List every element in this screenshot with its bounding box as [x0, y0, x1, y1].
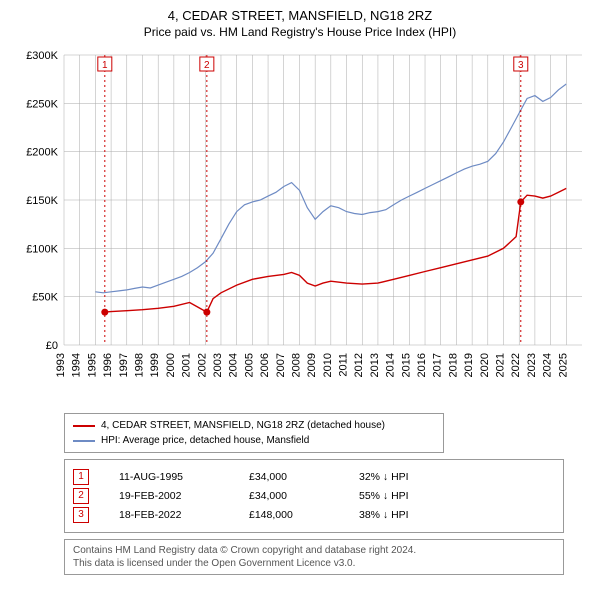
price-chart: £0£50K£100K£150K£200K£250K£300K199319941… — [12, 45, 588, 405]
transaction-date: 11-AUG-1995 — [119, 471, 219, 483]
transaction-table: 1 11-AUG-1995 £34,000 32% ↓ HPI 2 19-FEB-2002… — [64, 459, 564, 533]
svg-text:2025: 2025 — [557, 353, 569, 377]
svg-text:£300K: £300K — [26, 50, 58, 62]
svg-text:2023: 2023 — [526, 353, 538, 377]
svg-text:1999: 1999 — [149, 353, 161, 377]
svg-text:£50K: £50K — [32, 292, 58, 304]
svg-text:1997: 1997 — [118, 353, 130, 377]
svg-text:2017: 2017 — [432, 353, 444, 377]
transaction-row: 1 11-AUG-1995 £34,000 32% ↓ HPI — [73, 469, 555, 485]
transaction-row: 2 19-FEB-2002 £34,000 55% ↓ HPI — [73, 488, 555, 504]
svg-text:2009: 2009 — [306, 353, 318, 377]
transaction-price: £148,000 — [249, 509, 329, 521]
chart-title: 4, CEDAR STREET, MANSFIELD, NG18 2RZ — [12, 8, 588, 23]
transaction-marker-badge: 2 — [73, 488, 89, 504]
svg-text:2008: 2008 — [290, 353, 302, 377]
svg-text:2019: 2019 — [463, 353, 475, 377]
svg-text:3: 3 — [518, 60, 524, 71]
transaction-hpi: 38% ↓ HPI — [359, 509, 449, 521]
transaction-hpi: 32% ↓ HPI — [359, 471, 449, 483]
transaction-date: 18-FEB-2022 — [119, 509, 219, 521]
svg-text:1996: 1996 — [102, 353, 114, 377]
transaction-marker-badge: 3 — [73, 507, 89, 523]
svg-text:2011: 2011 — [338, 353, 350, 377]
svg-text:2016: 2016 — [416, 353, 428, 377]
svg-text:2014: 2014 — [385, 353, 397, 377]
svg-text:£0: £0 — [46, 340, 58, 352]
license-line: This data is licensed under the Open Gov… — [73, 557, 555, 570]
svg-text:2006: 2006 — [259, 353, 271, 377]
legend-label: HPI: Average price, detached house, Mans… — [101, 433, 309, 448]
legend-item: 4, CEDAR STREET, MANSFIELD, NG18 2RZ (de… — [73, 418, 435, 433]
svg-text:2001: 2001 — [181, 353, 193, 377]
license-text: Contains HM Land Registry data © Crown c… — [64, 539, 564, 575]
svg-text:1998: 1998 — [133, 353, 145, 377]
svg-text:2000: 2000 — [165, 353, 177, 377]
svg-text:2024: 2024 — [542, 353, 554, 377]
svg-text:2022: 2022 — [510, 353, 522, 377]
svg-text:£250K: £250K — [26, 98, 58, 110]
svg-text:2021: 2021 — [495, 353, 507, 377]
legend: 4, CEDAR STREET, MANSFIELD, NG18 2RZ (de… — [64, 413, 444, 453]
svg-text:2: 2 — [204, 60, 210, 71]
transaction-price: £34,000 — [249, 490, 329, 502]
svg-text:£200K: £200K — [26, 147, 58, 159]
svg-text:2013: 2013 — [369, 353, 381, 377]
svg-text:£100K: £100K — [26, 243, 58, 255]
svg-text:2003: 2003 — [212, 353, 224, 377]
legend-label: 4, CEDAR STREET, MANSFIELD, NG18 2RZ (de… — [101, 418, 385, 433]
transaction-row: 3 18-FEB-2022 £148,000 38% ↓ HPI — [73, 507, 555, 523]
legend-item: HPI: Average price, detached house, Mans… — [73, 433, 435, 448]
svg-text:1994: 1994 — [71, 353, 83, 377]
transaction-hpi: 55% ↓ HPI — [359, 490, 449, 502]
svg-text:2012: 2012 — [353, 353, 365, 377]
transaction-date: 19-FEB-2002 — [119, 490, 219, 502]
transaction-marker-badge: 1 — [73, 469, 89, 485]
license-line: Contains HM Land Registry data © Crown c… — [73, 544, 555, 557]
legend-swatch — [73, 440, 95, 442]
svg-text:1995: 1995 — [86, 353, 98, 377]
svg-text:2002: 2002 — [196, 353, 208, 377]
legend-swatch — [73, 425, 95, 427]
svg-text:1993: 1993 — [55, 353, 67, 377]
svg-text:2010: 2010 — [322, 353, 334, 377]
svg-text:2018: 2018 — [447, 353, 459, 377]
svg-text:2004: 2004 — [228, 353, 240, 377]
svg-text:1: 1 — [102, 60, 108, 71]
transaction-price: £34,000 — [249, 471, 329, 483]
svg-text:2020: 2020 — [479, 353, 491, 377]
chart-subtitle: Price paid vs. HM Land Registry's House … — [12, 25, 588, 39]
svg-text:2015: 2015 — [400, 353, 412, 377]
svg-text:2007: 2007 — [275, 353, 287, 377]
svg-text:2005: 2005 — [243, 353, 255, 377]
svg-text:£150K: £150K — [26, 195, 58, 207]
